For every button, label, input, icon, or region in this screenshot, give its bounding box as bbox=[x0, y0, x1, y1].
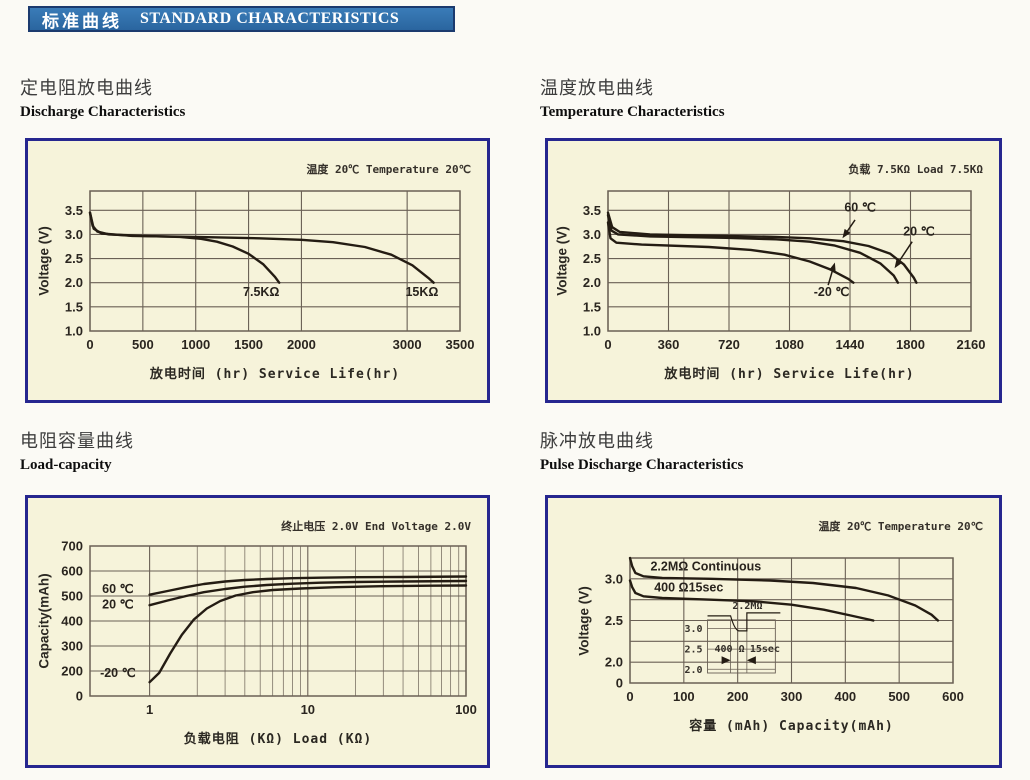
chart-condition-note: 温度 20℃ Temperature 20℃ bbox=[818, 520, 983, 533]
svg-text:300: 300 bbox=[61, 638, 83, 653]
svg-text:500: 500 bbox=[61, 588, 83, 603]
chart-condition-note: 温度 20℃ Temperature 20℃ bbox=[306, 163, 471, 176]
banner-title-en: STANDARD CHARACTERISTICS bbox=[140, 10, 400, 27]
svg-text:2000: 2000 bbox=[287, 337, 316, 352]
svg-text:600: 600 bbox=[942, 689, 964, 704]
section-title-en-load-capacity: Load-capacity bbox=[20, 457, 112, 473]
svg-text:2.0: 2.0 bbox=[605, 655, 623, 670]
svg-text:2.0: 2.0 bbox=[583, 275, 601, 290]
svg-text:2.2MΩ: 2.2MΩ bbox=[732, 601, 762, 612]
svg-text:2.0: 2.0 bbox=[65, 275, 83, 290]
svg-text:100: 100 bbox=[673, 689, 695, 704]
svg-text:0: 0 bbox=[76, 689, 83, 704]
svg-text:2.2MΩ Continuous: 2.2MΩ Continuous bbox=[650, 559, 761, 573]
svg-text:3.0: 3.0 bbox=[583, 227, 601, 242]
svg-text:200: 200 bbox=[61, 663, 83, 678]
svg-text:2.5: 2.5 bbox=[605, 613, 623, 628]
svg-text:-20 ℃: -20 ℃ bbox=[814, 285, 850, 299]
svg-text:1.5: 1.5 bbox=[583, 299, 601, 314]
section-title-en-temperature: Temperature Characteristics bbox=[540, 104, 725, 120]
svg-text:400: 400 bbox=[61, 613, 83, 628]
svg-text:360: 360 bbox=[658, 337, 680, 352]
svg-text:1: 1 bbox=[146, 702, 153, 717]
svg-text:1500: 1500 bbox=[234, 337, 263, 352]
svg-text:3.5: 3.5 bbox=[65, 203, 83, 218]
header-banner: 标准曲线 STANDARD CHARACTERISTICS bbox=[28, 6, 455, 32]
svg-text:1.5: 1.5 bbox=[65, 299, 83, 314]
chart-panel-discharge: 温度 20℃ Temperature 20℃ Voltage (V) 0 500 1… bbox=[25, 138, 490, 403]
chart-panel-pulse: 温度 20℃ Temperature 20℃ Voltage (V) 0 100 2… bbox=[545, 495, 1002, 768]
svg-text:7.5KΩ: 7.5KΩ bbox=[243, 285, 279, 299]
svg-text:15sec: 15sec bbox=[750, 644, 780, 655]
svg-text:2.5: 2.5 bbox=[65, 251, 83, 266]
temperature-chart: 0 360 720 1080 1440 1800 2160 3.5 3.0 2.5 2.0 1.5 1.… bbox=[583, 190, 986, 352]
svg-text:3.0: 3.0 bbox=[605, 571, 623, 586]
x-axis-label: 负载电阻 (KΩ) Load (KΩ) bbox=[183, 732, 373, 747]
pulse-discharge-chart: 0 100 200 300 400 500 600 3.0 2.5 2.0 0 2.2MΩ Conti… bbox=[605, 556, 964, 704]
section-title-cn-temperature: 温度放电曲线 bbox=[540, 78, 654, 98]
svg-text:400 Ω15sec: 400 Ω15sec bbox=[654, 580, 723, 594]
svg-text:720: 720 bbox=[718, 337, 740, 352]
x-axis-label: 放电时间 (hr) Service Life(hr) bbox=[149, 367, 401, 382]
banner-title-cn: 标准曲线 bbox=[42, 11, 122, 31]
svg-text:3.5: 3.5 bbox=[583, 203, 601, 218]
section-title-en-pulse: Pulse Discharge Characteristics bbox=[540, 457, 744, 473]
svg-text:3500: 3500 bbox=[446, 337, 475, 352]
svg-text:0: 0 bbox=[604, 337, 611, 352]
section-title-cn-discharge: 定电阻放电曲线 bbox=[20, 78, 153, 98]
load-capacity-chart: 1 10 100 700 600 500 400 300 200 0 60 ℃20 ℃ -20 ℃ bbox=[61, 539, 477, 718]
svg-text:0: 0 bbox=[616, 676, 623, 691]
svg-text:60 ℃: 60 ℃ bbox=[102, 582, 133, 596]
svg-text:100: 100 bbox=[455, 702, 477, 717]
svg-text:200: 200 bbox=[727, 689, 749, 704]
svg-text:1.0: 1.0 bbox=[583, 324, 601, 339]
svg-text:2.5: 2.5 bbox=[583, 251, 601, 266]
svg-text:400: 400 bbox=[834, 689, 856, 704]
svg-text:3000: 3000 bbox=[393, 337, 422, 352]
svg-text:0: 0 bbox=[86, 337, 93, 352]
x-axis-label: 容量 (mAh) Capacity(mAh) bbox=[689, 719, 894, 734]
section-title-cn-pulse: 脉冲放电曲线 bbox=[540, 431, 654, 451]
svg-text:3.0: 3.0 bbox=[65, 227, 83, 242]
chart-condition-note: 负载 7.5KΩ Load 7.5KΩ bbox=[848, 163, 983, 176]
svg-text:500: 500 bbox=[888, 689, 910, 704]
chart-panel-load-capacity: 终止电压 2.0V End Voltage 2.0V Capacity(mAh)… bbox=[25, 495, 490, 768]
svg-text:60 ℃: 60 ℃ bbox=[844, 200, 875, 214]
svg-text:1.0: 1.0 bbox=[65, 324, 83, 339]
svg-text:1000: 1000 bbox=[181, 337, 210, 352]
svg-text:1440: 1440 bbox=[836, 337, 865, 352]
svg-text:15KΩ: 15KΩ bbox=[405, 285, 438, 299]
chart-panel-temperature: 负载 7.5KΩ Load 7.5KΩ Voltage (V) 0 360 720 1… bbox=[545, 138, 1002, 403]
svg-text:600: 600 bbox=[61, 563, 83, 578]
chart-condition-note: 终止电压 2.0V End Voltage 2.0V bbox=[281, 520, 471, 533]
svg-text:20 ℃: 20 ℃ bbox=[903, 224, 934, 238]
svg-text:700: 700 bbox=[61, 539, 83, 554]
svg-text:0: 0 bbox=[626, 689, 633, 704]
svg-text:1800: 1800 bbox=[896, 337, 925, 352]
svg-text:500: 500 bbox=[132, 337, 154, 352]
x-axis-label: 放电时间 (hr) Service Life(hr) bbox=[664, 367, 915, 382]
section-title-en-discharge: Discharge Characteristics bbox=[20, 104, 186, 120]
svg-text:300: 300 bbox=[781, 689, 803, 704]
section-title-cn-load-capacity: 电阻容量曲线 bbox=[20, 431, 134, 451]
discharge-chart: 0 500 1000 1500 2000 3000 3500 3.5 3.0 2.5 2.0 1.5 1… bbox=[65, 190, 475, 352]
svg-text:2160: 2160 bbox=[957, 337, 986, 352]
svg-text:3.0: 3.0 bbox=[684, 624, 702, 635]
svg-text:10: 10 bbox=[301, 702, 315, 717]
svg-text:1080: 1080 bbox=[775, 337, 804, 352]
svg-text:400 Ω: 400 Ω bbox=[715, 644, 745, 655]
svg-text:20 ℃: 20 ℃ bbox=[102, 597, 133, 611]
svg-text:2.5: 2.5 bbox=[684, 645, 702, 656]
svg-text:-20 ℃: -20 ℃ bbox=[100, 666, 136, 680]
svg-text:2.0: 2.0 bbox=[684, 665, 702, 676]
